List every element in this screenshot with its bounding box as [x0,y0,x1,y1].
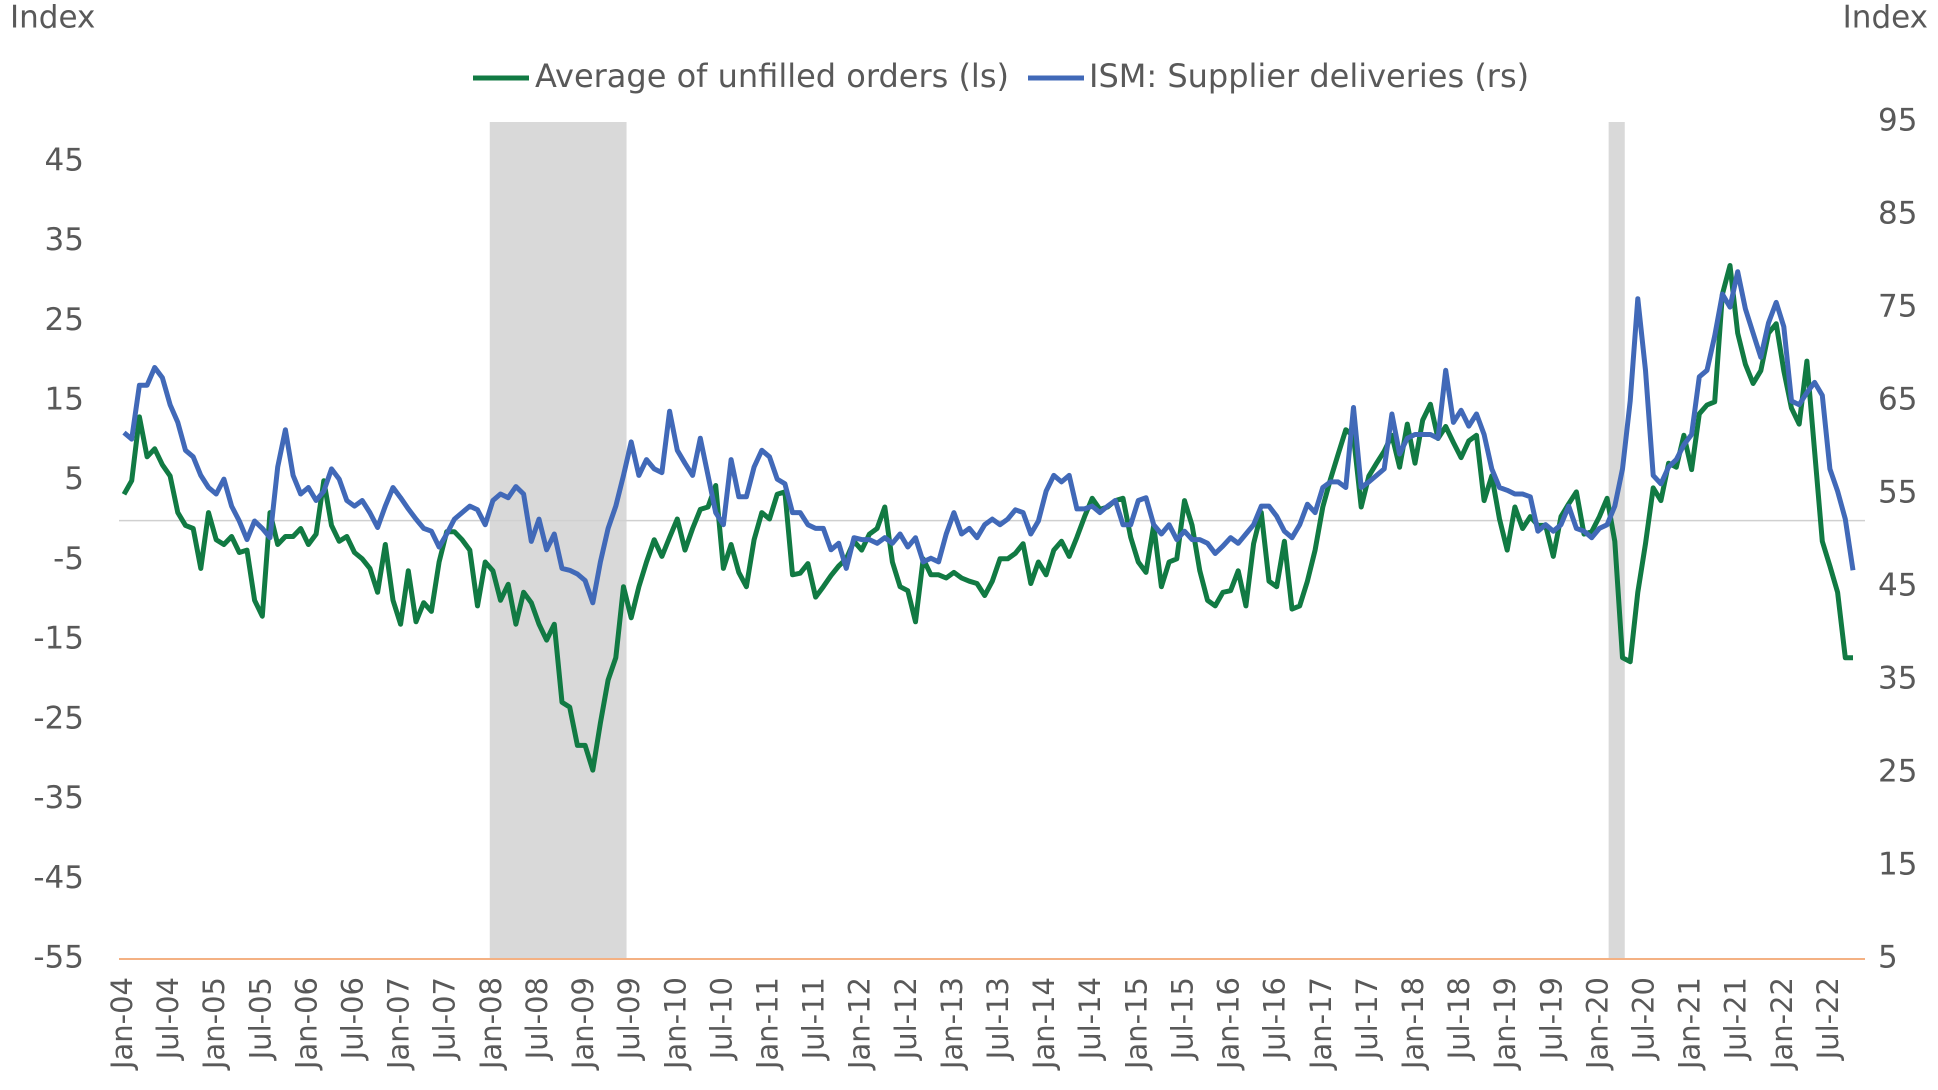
x-tick-label: Jan-10 [658,977,692,1071]
y2-tick-label: 15 [1878,847,1917,883]
y-tick-label: -35 [33,780,84,816]
legend-label: Average of unfilled orders (ls) [535,57,1009,95]
x-tick-label: Jan-13 [935,977,969,1071]
x-tick-label: Jan-14 [1027,977,1061,1071]
y2-tick-label: 45 [1878,568,1917,604]
y-axis-label: Index [10,0,95,36]
x-tick-label: Jul-11 [797,977,831,1061]
x-tick-label: Jul-16 [1258,977,1292,1061]
y-tick-label: -5 [53,541,84,577]
y-tick-label: -15 [33,621,84,657]
y2-tick-label: 35 [1878,661,1917,697]
x-tick-label: Jan-04 [105,977,139,1071]
x-tick-label: Jan-07 [382,977,416,1071]
y2-axis-label: Index [1843,0,1928,36]
series-line [122,269,1856,606]
y-tick-label: 45 [45,142,84,178]
x-tick-label: Jul-14 [1073,977,1107,1061]
x-tick-label: Jul-13 [981,977,1015,1061]
y2-tick-label: 25 [1878,754,1917,790]
x-tick-label: Jul-22 [1811,977,1845,1061]
y2-tick-label: 55 [1878,475,1917,511]
x-tick-label: Jan-18 [1396,977,1430,1071]
x-tick-label: Jan-19 [1488,977,1522,1071]
y2-tick-label: 95 [1878,103,1917,139]
x-tick-label: Jul-04 [151,977,185,1061]
x-tick-label: Jan-21 [1673,977,1707,1071]
y-tick-label: -25 [33,700,84,736]
x-tick-label: Jul-20 [1627,977,1661,1061]
x-tick-label: Jan-22 [1765,977,1799,1071]
x-tick-label: Jul-05 [243,977,277,1061]
x-tick-label: Jul-12 [889,977,923,1061]
y-tick-label: 15 [45,382,84,418]
x-tick-label: Jan-12 [843,977,877,1071]
x-tick-label: Jul-08 [520,977,554,1061]
x-tick-label: Jan-06 [289,977,323,1071]
y2-tick-label: 85 [1878,196,1917,232]
x-tick-label: Jan-20 [1580,977,1614,1071]
x-tick-label: Jul-19 [1534,977,1568,1061]
y-tick-label: -55 [33,940,84,976]
y2-tick-label: 65 [1878,382,1917,418]
x-tick-label: Jan-09 [566,977,600,1071]
x-tick-label: Jan-05 [197,977,231,1071]
y-tick-label: -45 [33,860,84,896]
y-tick-label: 35 [45,222,84,258]
x-tick-label: Jul-18 [1442,977,1476,1061]
x-tick-label: Jan-17 [1304,977,1338,1071]
x-tick-label: Jul-07 [428,977,462,1061]
x-tick-label: Jul-06 [336,977,370,1061]
x-tick-label: Jan-08 [474,977,508,1071]
x-tick-label: Jan-16 [1212,977,1246,1071]
x-tick-label: Jul-10 [704,977,738,1061]
x-tick-label: Jul-15 [1165,977,1199,1061]
y2-tick-label: 75 [1878,289,1917,325]
x-tick-label: Jul-17 [1350,977,1384,1061]
y-tick-label: 5 [64,461,84,497]
x-tick-label: Jan-15 [1119,977,1153,1071]
x-tick-label: Jul-09 [612,977,646,1061]
y2-tick-label: 5 [1878,940,1898,976]
y-tick-label: 25 [45,302,84,338]
legend-label: ISM: Supplier deliveries (rs) [1089,57,1529,95]
x-tick-label: Jul-21 [1719,977,1753,1061]
x-tick-label: Jan-11 [750,977,784,1071]
